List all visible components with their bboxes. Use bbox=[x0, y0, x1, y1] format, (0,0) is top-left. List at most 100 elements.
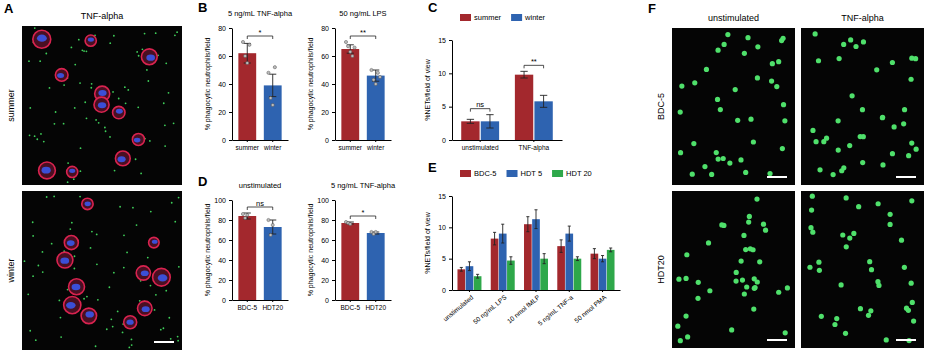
cell-dot bbox=[910, 300, 915, 305]
cell-dot bbox=[718, 107, 723, 112]
cell-nucleus bbox=[66, 302, 75, 309]
y-tick-mark bbox=[229, 240, 232, 241]
error-bar bbox=[543, 254, 546, 264]
speckle bbox=[117, 311, 119, 313]
error-bar-stem bbox=[272, 74, 273, 96]
cell-dot bbox=[876, 201, 881, 206]
x-tick-label: summer bbox=[236, 144, 260, 151]
speckle bbox=[74, 107, 76, 109]
error-bar-cap bbox=[467, 123, 474, 124]
cell-membrane bbox=[33, 30, 51, 48]
speckle bbox=[105, 130, 107, 132]
y-tick-label: 60 bbox=[218, 237, 226, 244]
speckle bbox=[165, 290, 167, 292]
y-tick-mark bbox=[449, 73, 452, 74]
cell-dot bbox=[744, 284, 749, 289]
error-bar bbox=[601, 256, 604, 262]
cell-dot bbox=[866, 313, 871, 318]
cell-dot bbox=[721, 223, 726, 228]
bar bbox=[367, 76, 385, 140]
y-tick: 5 bbox=[442, 255, 452, 262]
cell-nucleus bbox=[134, 138, 141, 143]
y-axis: 020406080100 bbox=[317, 197, 335, 304]
data-point bbox=[344, 40, 347, 43]
y-axis-line bbox=[335, 201, 336, 301]
cell-dot bbox=[684, 252, 689, 257]
cell-nucleus bbox=[146, 55, 155, 61]
cell-membrane bbox=[115, 151, 130, 166]
cell-dot bbox=[716, 156, 721, 161]
cell-dot bbox=[841, 42, 846, 47]
chart-title: unstimulated bbox=[239, 181, 282, 190]
cell-nucleus bbox=[85, 202, 91, 207]
data-point bbox=[244, 54, 247, 57]
cell-nucleus bbox=[60, 257, 69, 263]
speckle bbox=[43, 141, 45, 143]
speckle bbox=[177, 340, 179, 342]
cell-membrane bbox=[85, 35, 96, 46]
speckle bbox=[124, 86, 126, 88]
error-bar-stem bbox=[489, 115, 490, 128]
error-bar-cap bbox=[609, 251, 612, 252]
bar-chart: 020406080summerwinter% phagocytic neutro… bbox=[307, 9, 392, 151]
cell-dot bbox=[817, 167, 822, 172]
bar bbox=[238, 216, 256, 300]
cell-dot bbox=[742, 51, 747, 56]
y-tick-label: 40 bbox=[321, 81, 329, 88]
cell-dot bbox=[902, 107, 907, 112]
x-axis: unstimulatedTNF-alpha bbox=[453, 140, 563, 152]
cell-dot bbox=[809, 208, 814, 213]
speckle bbox=[163, 327, 165, 329]
cell-dot bbox=[911, 318, 916, 323]
speckle bbox=[174, 34, 176, 36]
data-point bbox=[374, 82, 377, 85]
y-tick: 20 bbox=[321, 277, 335, 284]
speckle bbox=[135, 158, 137, 160]
speckle bbox=[110, 318, 112, 320]
y-tick-mark bbox=[332, 28, 335, 29]
x-tick-mark bbox=[602, 290, 603, 292]
error-bar-cap bbox=[543, 263, 546, 264]
y-axis-title: % phagocytic neutrophils/field bbox=[204, 204, 212, 297]
error-bar-stem bbox=[477, 274, 478, 278]
error-bar-cap bbox=[486, 128, 493, 129]
cell-dot bbox=[875, 279, 880, 284]
y-tick: 0 bbox=[222, 297, 232, 304]
cell-dot bbox=[840, 232, 845, 237]
cell-dot bbox=[834, 316, 839, 321]
error-bar-stem bbox=[461, 267, 462, 271]
significance-label: ** bbox=[360, 28, 366, 37]
y-tick-mark bbox=[332, 240, 335, 241]
bar bbox=[591, 254, 599, 290]
bar bbox=[461, 121, 479, 140]
speckle bbox=[29, 330, 31, 332]
error-bar bbox=[244, 43, 251, 63]
y-tick-mark bbox=[332, 84, 335, 85]
error-bar bbox=[576, 257, 579, 261]
y-tick-label: 20 bbox=[218, 109, 226, 116]
bar-chart: 020406080100BDC-5HDT20% phagocytic neutr… bbox=[204, 181, 289, 311]
speckle bbox=[118, 98, 120, 100]
cell-dot bbox=[813, 139, 818, 144]
error-bar-stem bbox=[494, 232, 495, 245]
y-tick: 60 bbox=[218, 53, 232, 60]
speckle bbox=[170, 338, 172, 340]
x-tick: unstimulated bbox=[462, 140, 499, 151]
cell-dot bbox=[779, 38, 784, 43]
bar bbox=[507, 261, 515, 290]
speckle bbox=[95, 345, 97, 347]
speckle bbox=[178, 197, 180, 199]
error-bar-stem bbox=[510, 257, 511, 265]
column-label: TNF-alpha bbox=[841, 13, 884, 23]
y-tick-mark bbox=[229, 28, 232, 29]
error-bar-cap bbox=[543, 253, 546, 254]
speckle bbox=[29, 134, 31, 136]
cell-dot bbox=[702, 164, 707, 169]
error-bar-cap bbox=[609, 248, 612, 249]
cell-membrane bbox=[81, 308, 96, 323]
y-tick-label: 0 bbox=[222, 137, 226, 144]
speckle bbox=[155, 32, 157, 34]
cell-dot bbox=[880, 162, 885, 167]
cell-dot bbox=[767, 171, 772, 176]
x-tick-label: winter bbox=[263, 144, 282, 151]
